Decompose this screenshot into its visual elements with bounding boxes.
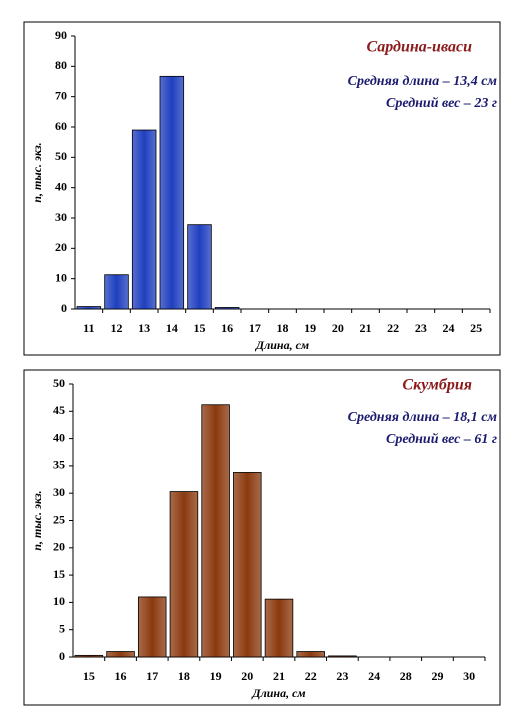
y-tick-label: 80 — [55, 58, 67, 72]
chart-frame — [23, 21, 501, 356]
chart-title: Сардина-иваси — [366, 39, 472, 56]
x-tick-label: 13 — [138, 321, 150, 335]
bar — [233, 472, 262, 658]
y-tick-label: 0 — [59, 649, 65, 663]
x-tick-label: 14 — [166, 321, 178, 335]
annotation: Средний вес – 23 г — [386, 96, 497, 111]
x-tick-label: 18 — [178, 669, 190, 683]
bar — [296, 651, 325, 658]
bar — [169, 491, 199, 658]
y-tick-label: 50 — [53, 376, 65, 390]
bar — [104, 274, 129, 310]
bar — [264, 598, 294, 658]
x-tick-label: 24 — [443, 321, 455, 335]
y-tick-label: 50 — [55, 149, 67, 163]
x-tick-label: 21 — [273, 669, 285, 683]
x-tick-label: 22 — [305, 669, 317, 683]
y-tick-label: 35 — [53, 458, 65, 472]
y-tick-label: 10 — [53, 594, 65, 608]
y-tick-label: 15 — [53, 567, 65, 581]
x-axis-title: Длина, см — [255, 338, 309, 352]
x-tick-label: 23 — [336, 669, 348, 683]
x-tick-label: 17 — [249, 321, 261, 335]
bar — [106, 651, 135, 658]
annotation: Средняя длина – 13,4 см — [348, 74, 498, 89]
x-axis-title: Длина, см — [251, 686, 305, 700]
bar — [214, 307, 240, 310]
x-tick-label: 24 — [368, 669, 380, 683]
y-tick-label: 90 — [55, 28, 67, 42]
x-tick-label: 19 — [304, 321, 316, 335]
x-tick-label: 25 — [470, 321, 482, 335]
x-tick-label: 18 — [277, 321, 289, 335]
x-tick-label: 29 — [431, 669, 443, 683]
y-tick-label: 25 — [53, 512, 65, 526]
x-tick-label: 28 — [400, 669, 412, 683]
chart-frame — [23, 369, 501, 706]
y-tick-label: 30 — [55, 210, 67, 224]
x-tick-label: 16 — [115, 669, 127, 683]
y-tick-label: 30 — [53, 485, 65, 499]
x-tick-label: 30 — [463, 669, 475, 683]
y-tick-label: 40 — [53, 430, 65, 444]
bar — [159, 75, 185, 310]
x-tick-label: 15 — [194, 321, 206, 335]
x-tick-label: 23 — [415, 321, 427, 335]
bar — [74, 654, 104, 658]
x-tick-label: 12 — [111, 321, 123, 335]
x-tick-label: 20 — [241, 669, 253, 683]
x-tick-label: 15 — [83, 669, 95, 683]
bar — [328, 655, 357, 658]
x-tick-label: 21 — [360, 321, 372, 335]
y-tick-label: 5 — [59, 621, 65, 635]
bar — [137, 596, 167, 658]
bar — [187, 224, 212, 310]
y-axis-title: n, тыс. экз. — [30, 142, 44, 202]
x-tick-label: 17 — [146, 669, 158, 683]
x-tick-label: 11 — [83, 321, 94, 335]
annotation: Средняя длина – 18,1 см — [348, 410, 498, 425]
bar — [131, 129, 157, 310]
x-tick-label: 16 — [221, 321, 233, 335]
y-tick-label: 45 — [53, 403, 65, 417]
x-tick-label: 22 — [387, 321, 399, 335]
y-tick-label: 0 — [61, 301, 67, 315]
bar — [201, 404, 230, 658]
x-tick-label: 19 — [210, 669, 222, 683]
y-tick-label: 20 — [55, 240, 67, 254]
bar — [76, 306, 102, 310]
y-tick-label: 40 — [55, 179, 67, 193]
y-tick-label: 70 — [55, 88, 67, 102]
annotation: Средний вес – 61 г — [386, 432, 497, 447]
chart-title: Скумбрия — [402, 377, 472, 394]
y-tick-label: 60 — [55, 119, 67, 133]
x-tick-label: 20 — [332, 321, 344, 335]
y-tick-label: 10 — [55, 270, 67, 284]
y-axis-title: n, тыс. экз. — [30, 490, 44, 550]
y-tick-label: 20 — [53, 540, 65, 554]
